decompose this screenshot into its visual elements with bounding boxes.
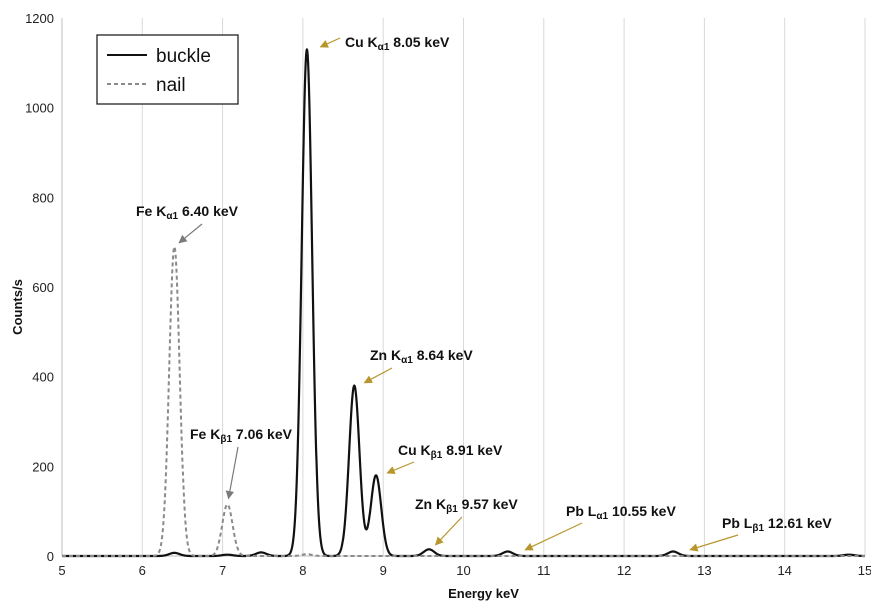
x-tick-label: 12 <box>617 563 631 578</box>
y-tick-label: 800 <box>32 190 54 205</box>
annotation-arrow <box>524 522 583 551</box>
peak-annotation: Pb Lα1 10.55 keV <box>566 503 676 522</box>
y-tick-label: 600 <box>32 280 54 295</box>
series-line-nail <box>61 245 866 557</box>
y-tick-label: 1200 <box>25 11 54 26</box>
x-tick-label: 15 <box>858 563 871 578</box>
x-tick-label: 5 <box>58 563 65 578</box>
x-tick-label: 10 <box>456 563 470 578</box>
x-axis-title: Energy keV <box>448 586 519 601</box>
peak-annotation: Cu Kβ1 8.91 keV <box>398 442 503 461</box>
legend-box <box>96 34 239 105</box>
peak-annotation: Pb Lβ1 12.61 keV <box>722 515 832 534</box>
x-tick-label: 7 <box>219 563 226 578</box>
y-axis-title: Counts/s <box>10 279 25 335</box>
y-tick-label: 0 <box>47 549 54 564</box>
x-tick-label: 6 <box>139 563 146 578</box>
annotation-arrow <box>363 367 393 384</box>
peak-annotation: Cu Kα1 8.05 keV <box>345 34 450 53</box>
x-tick-label: 11 <box>537 563 551 578</box>
x-tick-label: 14 <box>777 563 791 578</box>
peak-annotation: Fe Kβ1 7.06 keV <box>190 426 293 445</box>
x-tick-label: 9 <box>380 563 387 578</box>
annotation-arrow <box>178 223 203 244</box>
peak-annotation: Fe Kα1 6.40 keV <box>136 203 239 222</box>
annotation-arrow <box>689 534 739 552</box>
peak-annotation: Zn Kα1 8.64 keV <box>370 347 473 366</box>
annotation-arrow <box>386 461 415 475</box>
annotation-arrow <box>225 446 239 500</box>
legend: buckle nail <box>96 34 239 105</box>
y-tick-label: 200 <box>32 459 54 474</box>
y-tick-label: 1000 <box>25 101 54 116</box>
peak-annotation: Zn Kβ1 9.57 keV <box>415 496 518 515</box>
annotation-arrow <box>319 37 341 48</box>
x-tick-label: 13 <box>697 563 711 578</box>
y-tick-label: 400 <box>32 370 54 385</box>
legend-label-buckle: buckle <box>156 46 211 67</box>
legend-label-nail: nail <box>156 75 186 96</box>
annotation-arrow <box>434 516 463 546</box>
x-tick-label: 8 <box>299 563 306 578</box>
